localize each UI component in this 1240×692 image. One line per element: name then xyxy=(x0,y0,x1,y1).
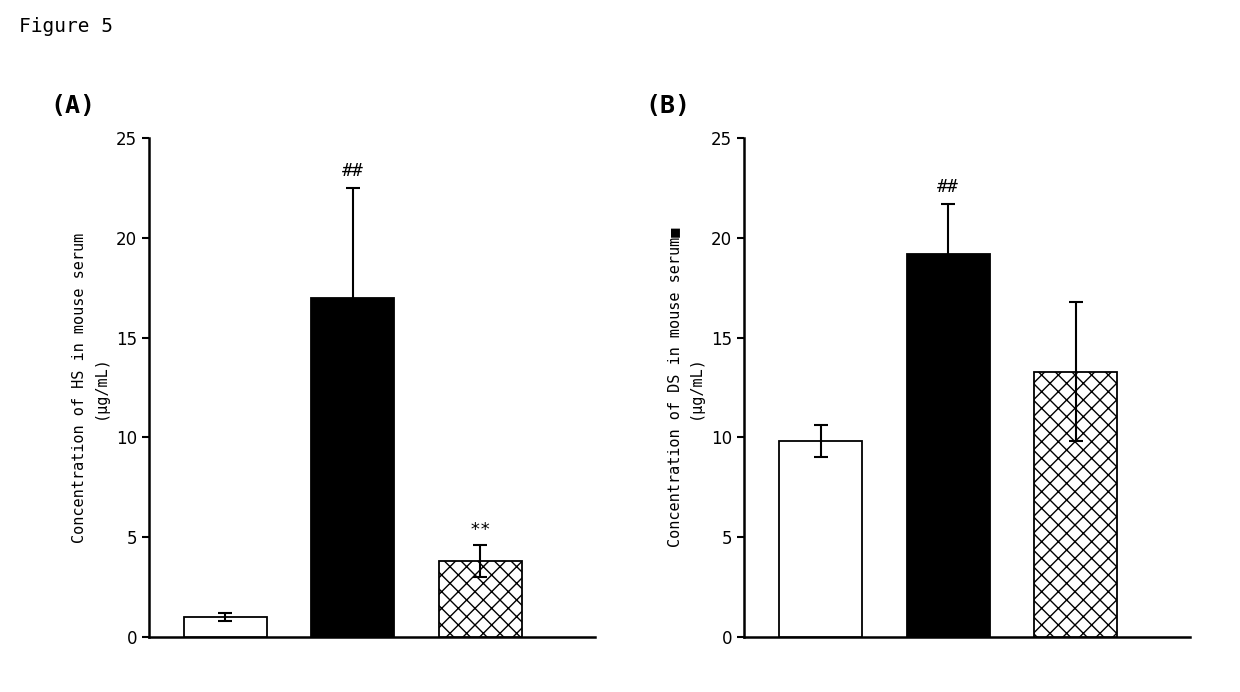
Bar xyxy=(184,617,267,637)
Bar xyxy=(906,254,990,637)
Text: ##: ## xyxy=(342,162,363,180)
Y-axis label: Concentration of DS in mouse serum■
(μg/mL): Concentration of DS in mouse serum■ (μg/… xyxy=(667,228,703,547)
Text: ##: ## xyxy=(937,179,959,197)
Bar xyxy=(779,441,862,637)
Bar xyxy=(311,298,394,637)
Bar xyxy=(439,561,522,637)
Text: (A): (A) xyxy=(51,95,95,118)
Y-axis label: Concentration of HS in mouse serum
(μg/mL): Concentration of HS in mouse serum (μg/m… xyxy=(72,233,108,543)
Text: **: ** xyxy=(470,521,491,539)
Text: (B): (B) xyxy=(646,95,691,118)
Text: Figure 5: Figure 5 xyxy=(19,17,113,36)
Bar xyxy=(1034,372,1117,637)
